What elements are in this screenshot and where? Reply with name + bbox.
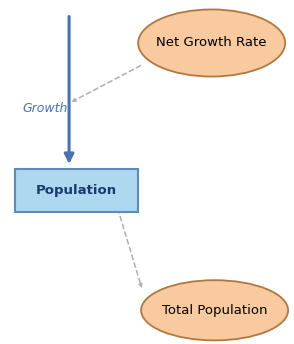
Text: Total Population: Total Population — [162, 304, 267, 317]
FancyBboxPatch shape — [15, 169, 138, 212]
Text: Population: Population — [36, 184, 117, 196]
Text: Net Growth Rate: Net Growth Rate — [156, 36, 267, 50]
Ellipse shape — [138, 9, 285, 77]
Text: Growth: Growth — [22, 102, 67, 115]
Ellipse shape — [141, 280, 288, 340]
